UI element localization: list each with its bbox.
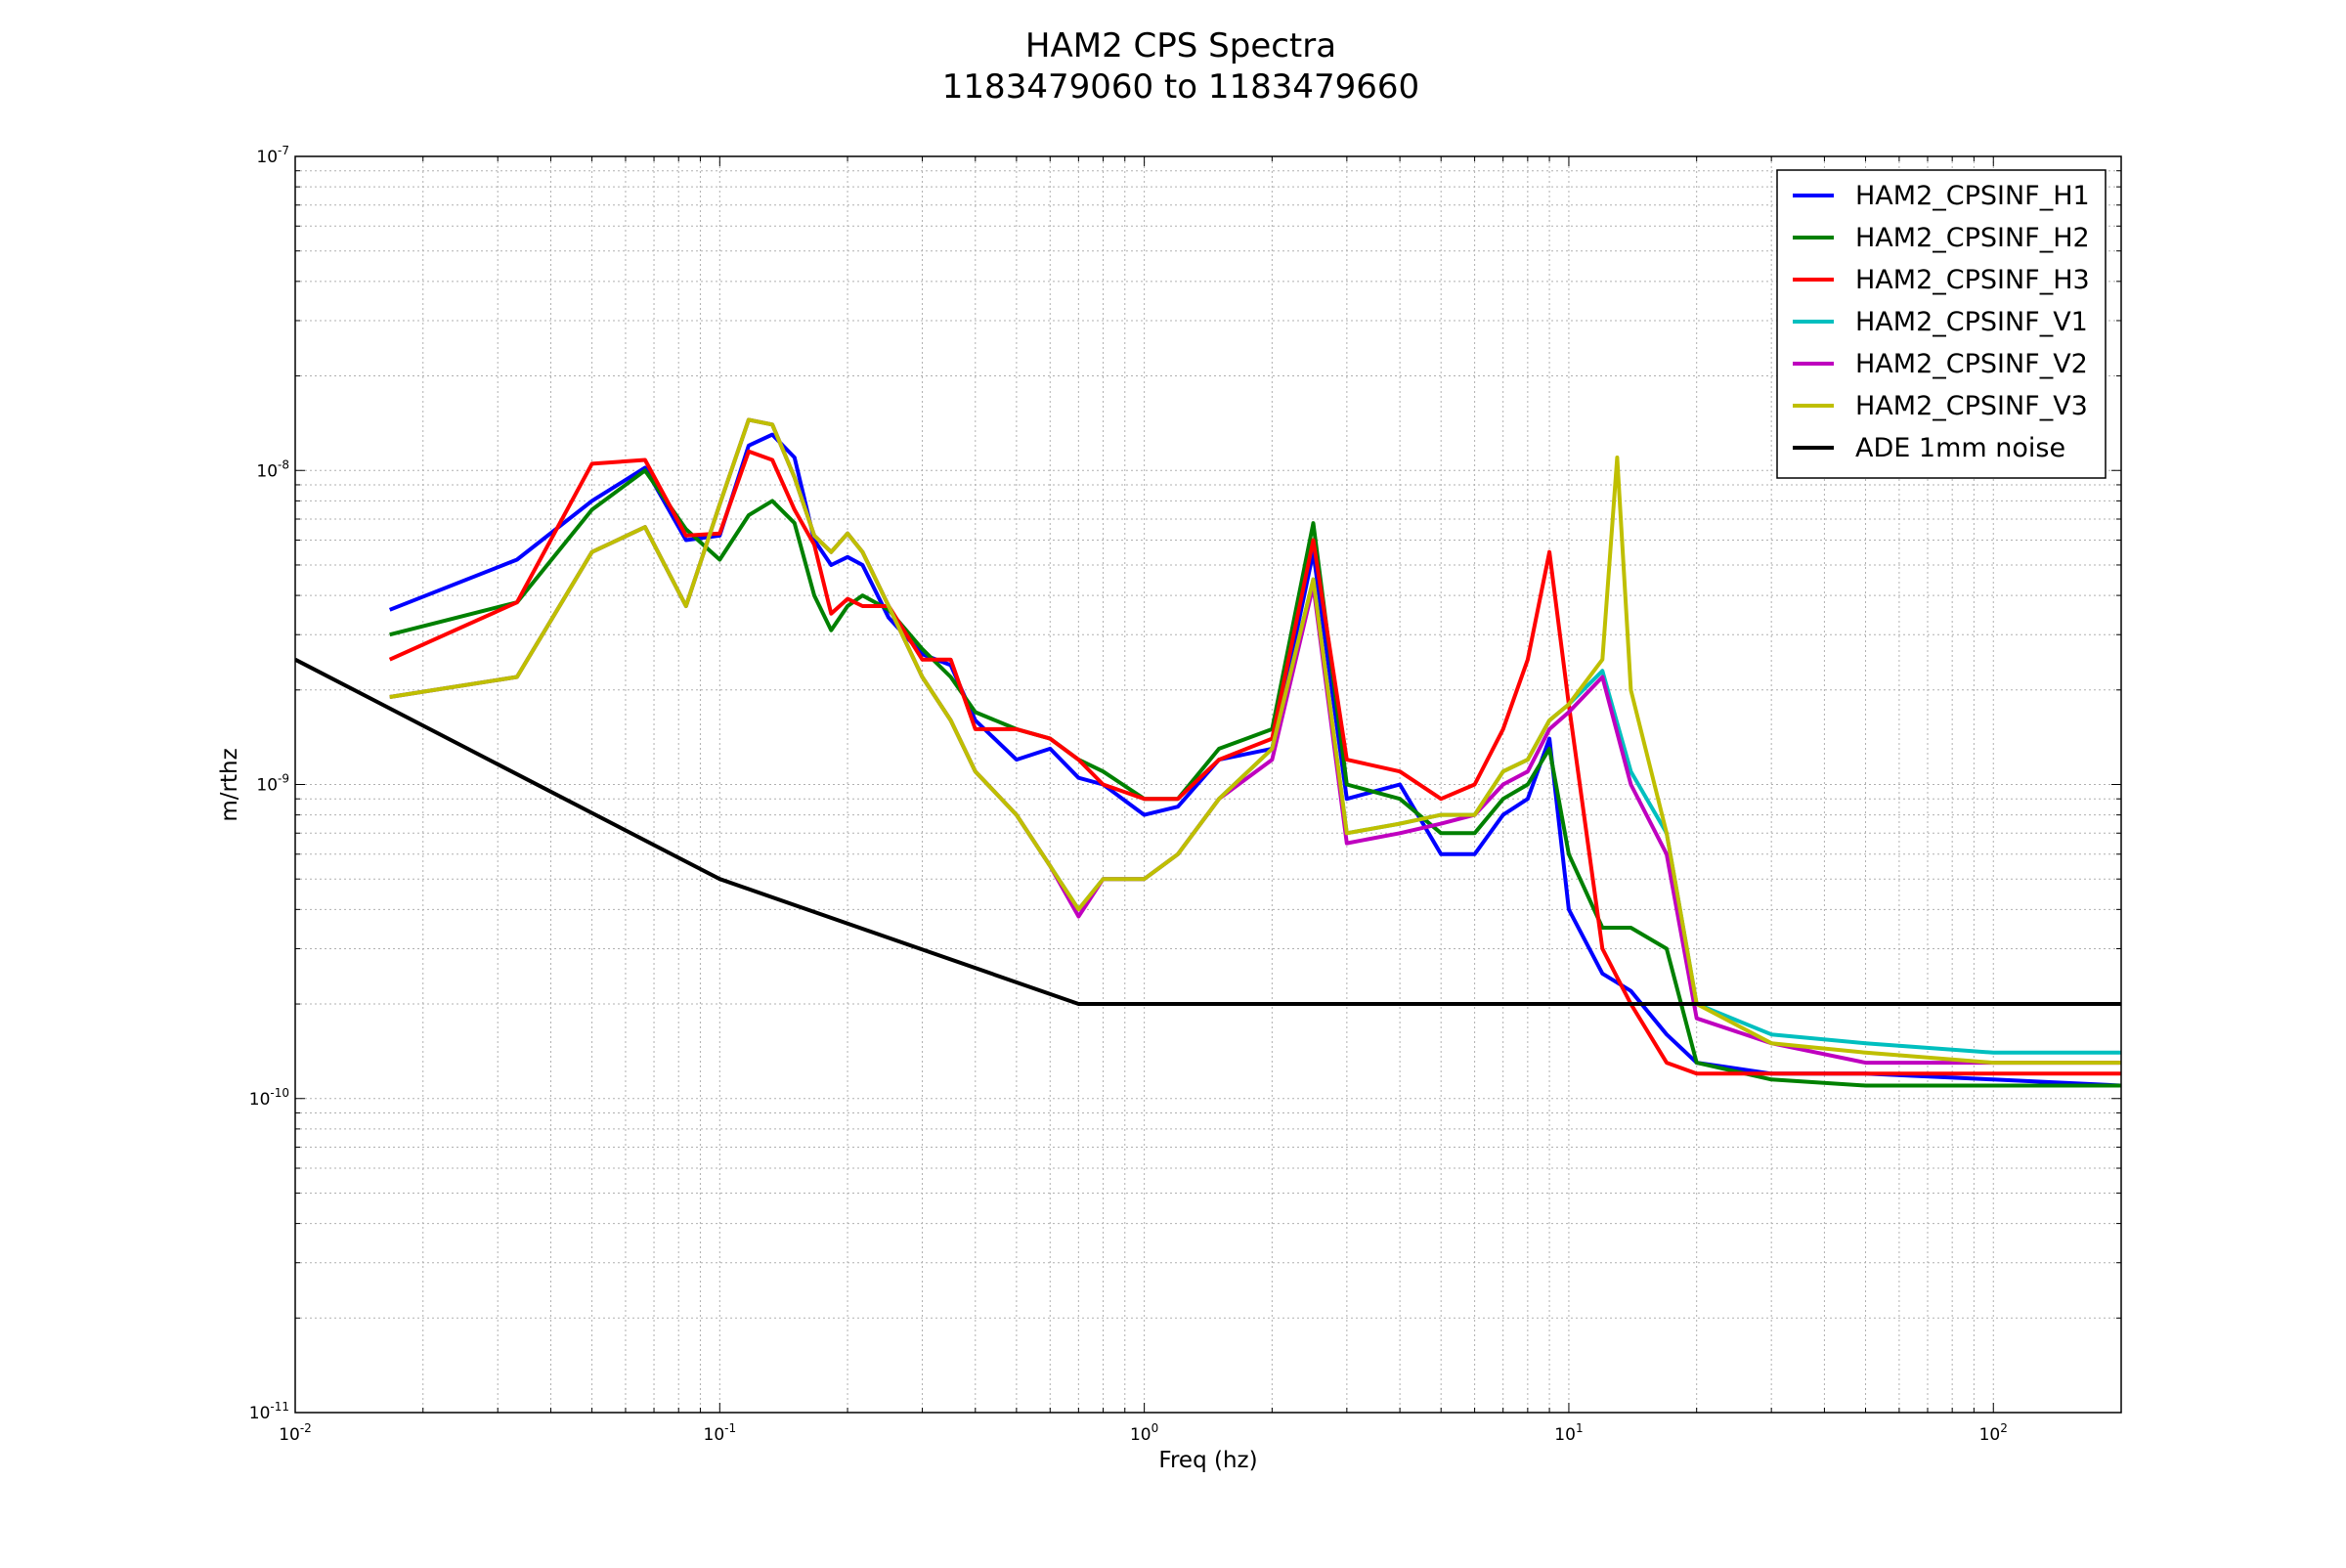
y-tick-label: 10-11 xyxy=(249,1400,289,1423)
ticks-layer: 10-2 10-1 100 101 102 10-11 10-10 10-9 10-8 10-7 xyxy=(249,144,2122,1445)
legend-label-7: ADE 1mm noise xyxy=(1855,433,2065,463)
series-line-7 xyxy=(295,657,2121,1006)
y-tick-label: 10-10 xyxy=(249,1086,289,1110)
grid-layer xyxy=(295,156,2121,1413)
plot-area xyxy=(295,417,2121,1088)
legend-label-2: HAM2_CPSINF_H2 xyxy=(1855,223,2090,253)
legend-label-3: HAM2_CPSINF_H3 xyxy=(1855,265,2090,295)
legend-label-1: HAM2_CPSINF_H1 xyxy=(1855,181,2090,211)
x-tick-label: 10-1 xyxy=(704,1421,737,1445)
legend-label-4: HAM2_CPSINF_V1 xyxy=(1855,307,2088,337)
x-tick-label: 102 xyxy=(1979,1421,2008,1445)
x-tick-label: 10-2 xyxy=(279,1421,312,1445)
x-axis-label: Freq (hz) xyxy=(1158,1448,1257,1473)
x-tick-label: 100 xyxy=(1130,1421,1158,1445)
legend-label-6: HAM2_CPSINF_V3 xyxy=(1855,391,2088,421)
series-line-1 xyxy=(388,432,2121,1088)
series-line-6 xyxy=(389,417,2121,1066)
series-line-3 xyxy=(388,449,2121,1076)
chart-subtitle: 1183479060 to 1183479660 xyxy=(942,67,1419,107)
series-line-2 xyxy=(389,468,2121,1088)
x-tick-label: 101 xyxy=(1554,1421,1583,1445)
chart-title: HAM2 CPS Spectra xyxy=(1025,26,1336,65)
y-tick-label: 10-8 xyxy=(256,457,289,481)
y-tick-label: 10-9 xyxy=(256,772,289,796)
y-axis-label: m/rthz xyxy=(217,748,242,821)
legend-label-5: HAM2_CPSINF_V2 xyxy=(1855,349,2088,379)
legend-box xyxy=(1776,169,2107,479)
legend: HAM2_CPSINF_H1 HAM2_CPSINF_H2 HAM2_CPSINF_… xyxy=(1776,169,2107,479)
y-tick-label: 10-7 xyxy=(256,144,289,167)
